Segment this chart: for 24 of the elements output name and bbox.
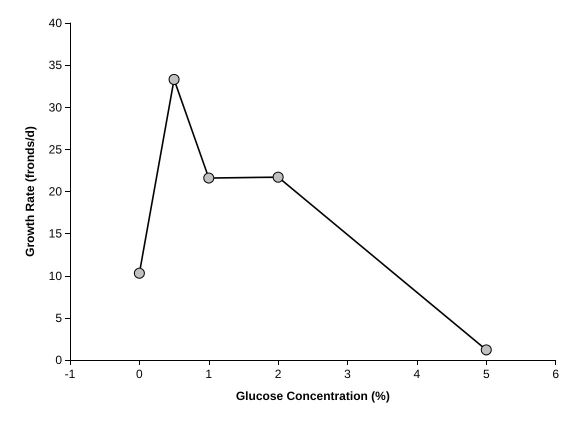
y-tick-label: 20 xyxy=(48,184,62,198)
x-tick-label: 0 xyxy=(136,367,144,381)
y-tick-label: 0 xyxy=(55,353,62,367)
x-tick-label: 1 xyxy=(205,367,212,381)
point xyxy=(203,172,214,184)
y-axis-title: Growth Rate (fronds/d) xyxy=(23,126,37,257)
y-tick-label: 25 xyxy=(48,142,62,156)
y-tick-label: 35 xyxy=(48,58,62,72)
y-tick-label: 15 xyxy=(48,226,62,241)
point xyxy=(168,74,180,85)
x-tick-label: 6 xyxy=(552,367,560,381)
x-tick-label: 4 xyxy=(414,367,421,381)
y-tick-label: 5 xyxy=(55,310,62,325)
x-axis-title: Glucose Concentration (%) xyxy=(236,389,390,403)
x-tick-label: 5 xyxy=(482,367,490,381)
point xyxy=(134,268,145,279)
y-tick-label: 30 xyxy=(48,100,62,114)
x-tick-label: -1 xyxy=(64,367,76,381)
y-tick-label: 40 xyxy=(48,16,62,30)
x-tick-label: 2 xyxy=(274,367,282,381)
point xyxy=(272,172,284,183)
x-tick-label: 3 xyxy=(344,367,352,381)
y-tick-label: 10 xyxy=(48,268,62,283)
point xyxy=(480,344,492,356)
